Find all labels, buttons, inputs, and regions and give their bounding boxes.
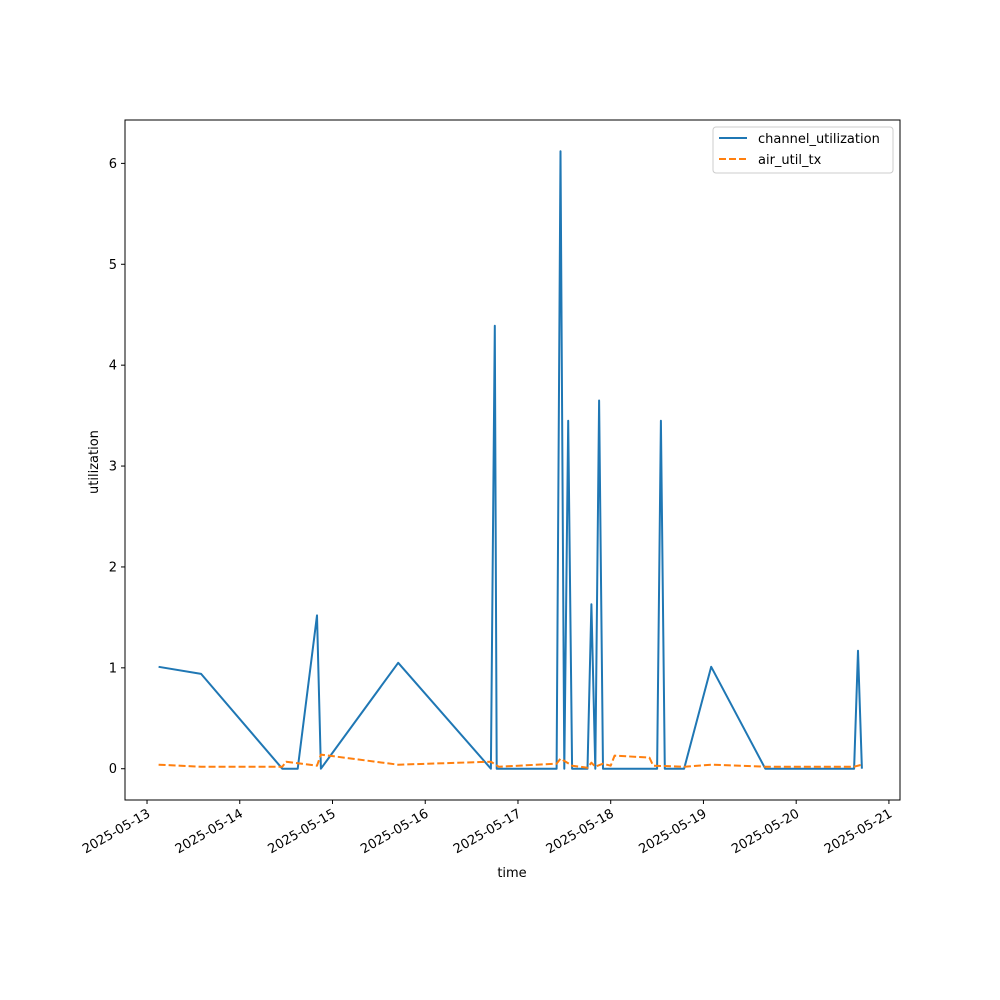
series-line-channel-utilization: [158, 150, 863, 770]
y-tick-label: 3: [109, 460, 117, 475]
legend-label-channel-utilization: channel_utilization: [758, 132, 880, 147]
legend: channel_utilization air_util_tx: [712, 126, 894, 174]
legend-box: [712, 126, 894, 174]
y-tick-label: 1: [109, 661, 117, 676]
y-tick-label: 4: [109, 359, 117, 374]
y-tick-label: 2: [109, 560, 117, 575]
y-axis-label: utilization: [87, 430, 102, 494]
y-tick-label: 0: [109, 762, 117, 777]
series-line-air-util-tx: [158, 753, 863, 769]
legend-label-air-util-tx: air_util_tx: [758, 153, 822, 168]
plot-frame: [124, 119, 901, 801]
y-tick-label: 5: [109, 258, 117, 273]
y-axis-ticks: 0 1 2 3 4 5 6: [109, 157, 125, 777]
x-axis-label: time: [497, 866, 526, 881]
series-layer: [158, 150, 863, 770]
y-tick-label: 6: [109, 157, 117, 172]
